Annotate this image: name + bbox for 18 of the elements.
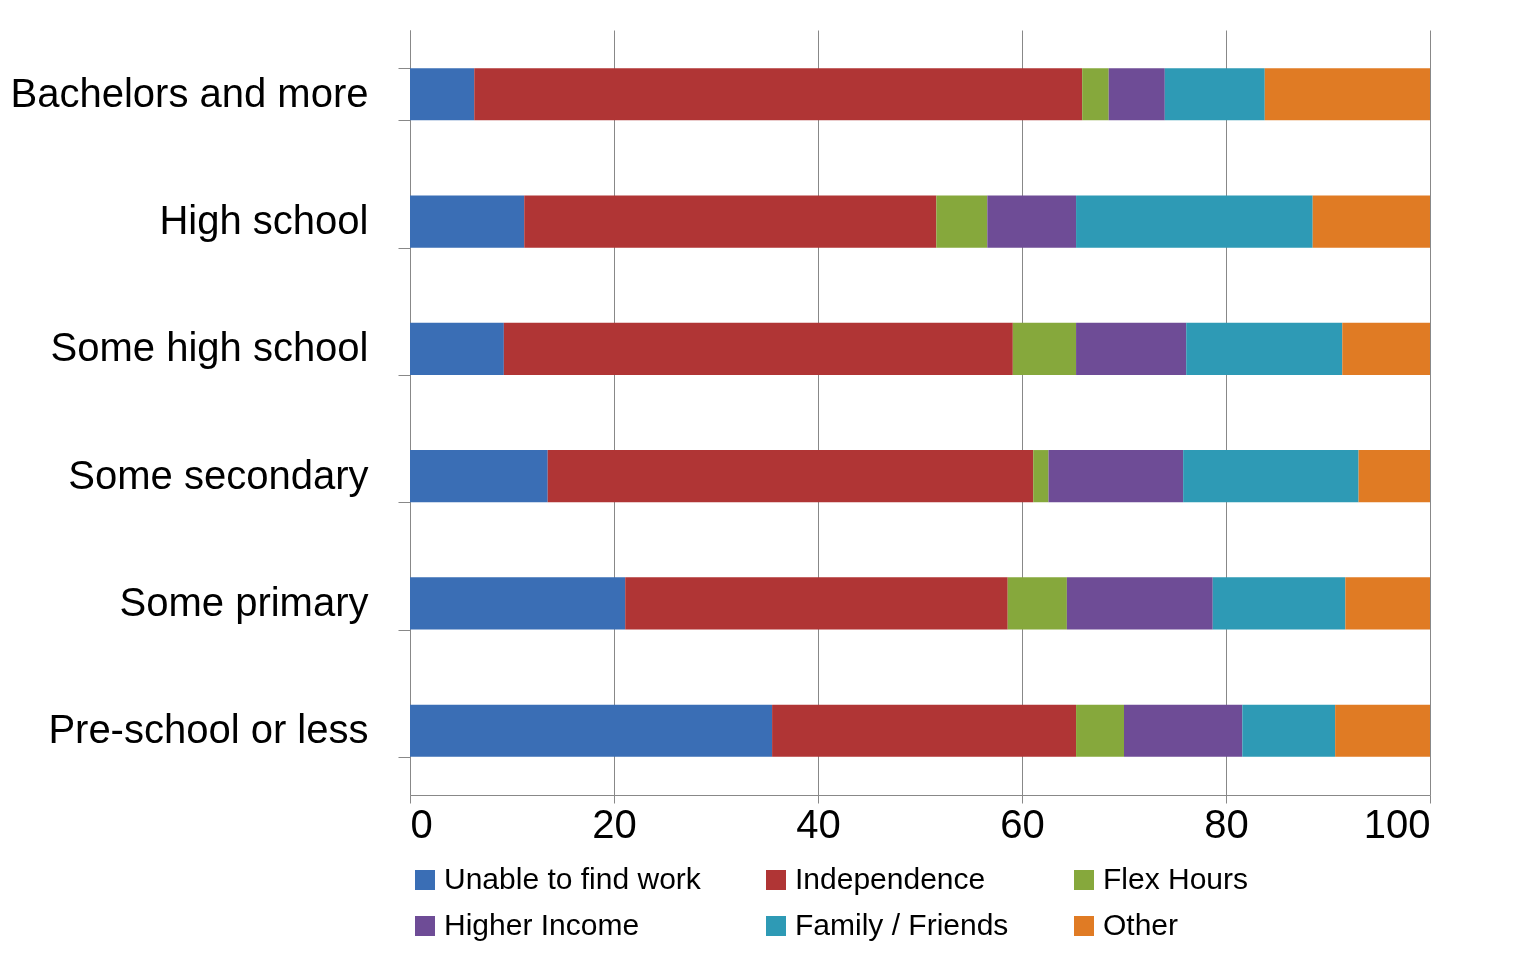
y-tick-label: Some secondary <box>68 452 369 497</box>
y-tick-label: Pre-school or less <box>48 707 369 752</box>
y-tick-label: Bachelors and more <box>10 70 369 115</box>
x-tick-label: 40 <box>796 801 841 846</box>
legend-label: Independence <box>795 862 986 895</box>
x-tick-label: 80 <box>1204 801 1249 846</box>
x-tick-label: 20 <box>592 801 637 846</box>
x-tick-label: 100 <box>1363 801 1431 846</box>
legend-label: Other <box>1103 908 1179 941</box>
y-tick-label: Some primary <box>119 579 369 624</box>
legend-label: Flex Hours <box>1103 862 1249 895</box>
x-tick-label: 0 <box>410 801 433 846</box>
legend-label: Family / Friends <box>795 908 1009 941</box>
legend-label: Unable to find work <box>444 862 702 895</box>
legend-label: Higher Income <box>444 908 640 941</box>
y-tick-label: High school <box>159 198 369 243</box>
x-tick-label: 60 <box>1000 801 1045 846</box>
y-tick-label: Some high school <box>50 325 369 370</box>
